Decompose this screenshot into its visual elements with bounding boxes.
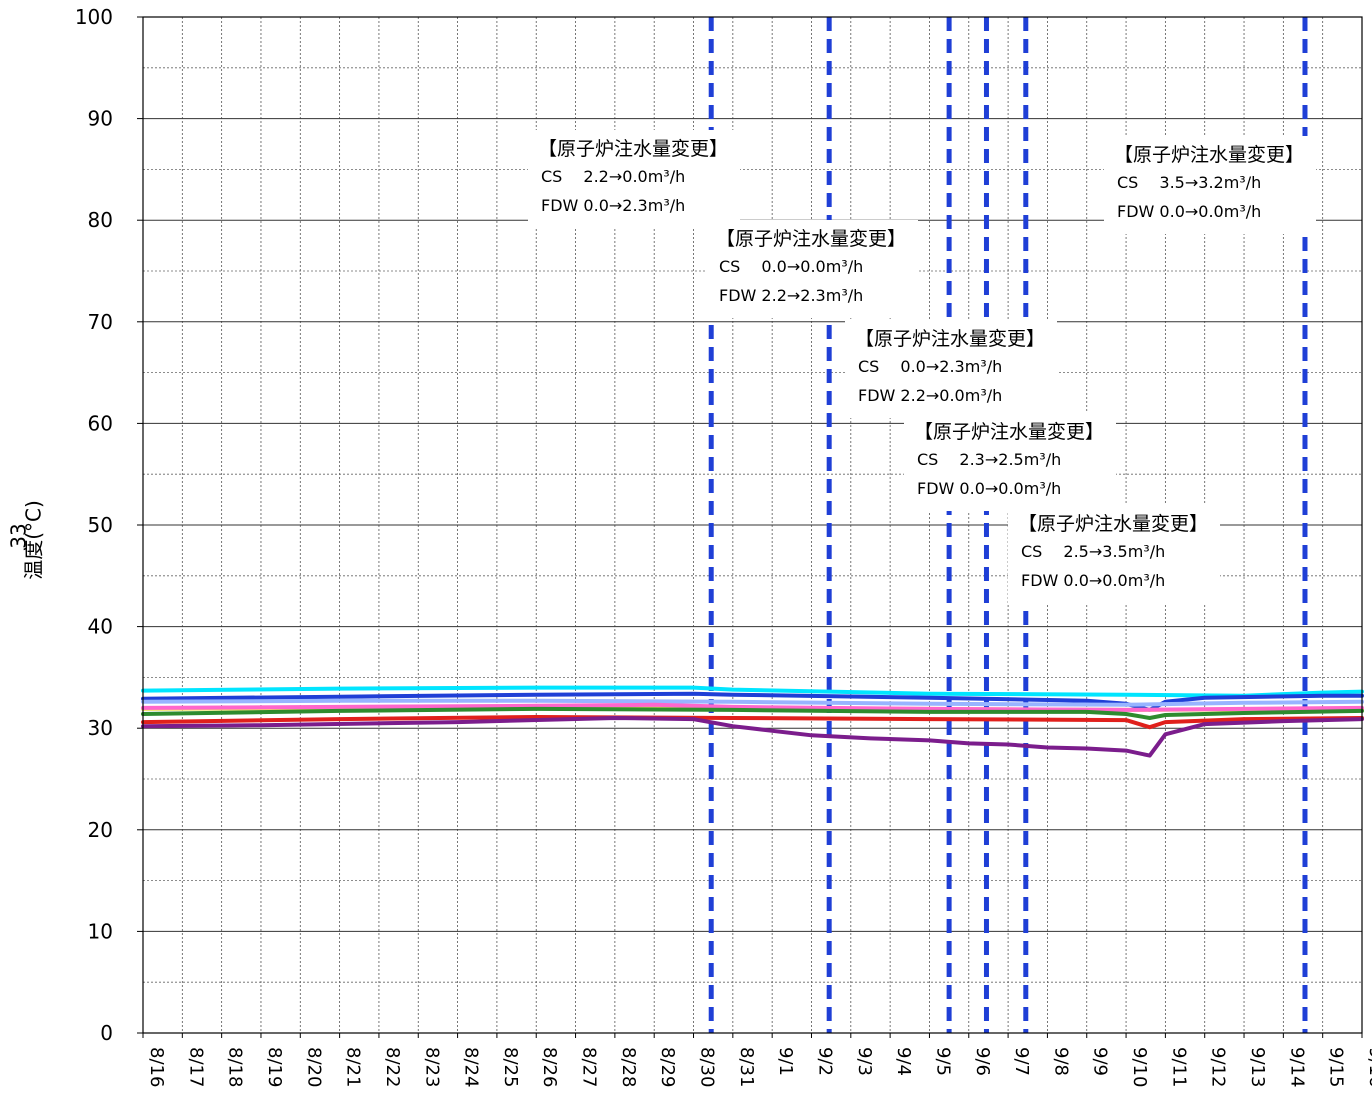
series-line [141, 691, 1364, 712]
annotation-title: 【原子炉注水量変更】 [1114, 144, 1305, 166]
x-tick-label: 9/12 [1208, 1047, 1229, 1087]
x-tick-label: 8/22 [382, 1047, 403, 1087]
annotation-box: 【原子炉注水量変更】 CS 2.5→3.5m³/h FDW 0.0→0.0m³/… [1008, 505, 1221, 603]
annotation-fdw: FDW 2.2→2.3m³/h [719, 286, 864, 305]
series-lines [141, 685, 1364, 758]
x-tick-label: 8/19 [264, 1047, 285, 1087]
x-tick-label: 8/17 [185, 1047, 206, 1087]
y-tick-label: 0 [100, 1021, 113, 1045]
x-tick-label: 8/29 [657, 1047, 678, 1087]
annotation-cs: CS 0.0→0.0m³/h [719, 257, 864, 276]
series-line [141, 706, 1364, 720]
annotation-box: 【原子炉注水量変更】 CS 3.5→3.2m³/h FDW 0.0→0.0m³/… [1104, 136, 1317, 234]
x-tick-label: 9/8 [1050, 1047, 1071, 1076]
series-line [141, 698, 1364, 707]
series-line [141, 715, 1364, 730]
annotation-cs: CS 2.3→2.5m³/h [917, 450, 1062, 469]
annotation-title: 【原子炉注水量変更】 [716, 228, 907, 250]
x-tick-label: 8/30 [697, 1047, 718, 1087]
annotation-box: 【原子炉注水量変更】 CS 0.0→2.3m³/h FDW 2.2→0.0m³/… [845, 320, 1058, 418]
x-tick-label: 9/1 [775, 1047, 796, 1076]
x-tick-label: 9/4 [893, 1047, 914, 1076]
y-tick-label: 20 [88, 818, 113, 842]
x-tick-label: 8/20 [303, 1047, 324, 1087]
y-tick-label: 30 [88, 716, 113, 740]
annotation-fdw: FDW 0.0→0.0m³/h [1117, 202, 1262, 221]
annotation-title: 【原子炉注水量変更】 [538, 138, 729, 160]
x-tick-label: 8/25 [500, 1047, 521, 1087]
x-tick-label: 9/13 [1247, 1047, 1268, 1087]
annotation-title: 【原子炉注水量変更】 [855, 328, 1046, 350]
annotation-fdw: FDW 0.0→0.0m³/h [1021, 571, 1166, 590]
x-tick-label: 8/26 [539, 1047, 560, 1087]
y-tick-label: 70 [88, 310, 113, 334]
x-tick-label: 9/7 [1011, 1047, 1032, 1076]
x-tick-label: 8/18 [225, 1047, 246, 1087]
x-tick-label: 9/16 [1365, 1047, 1372, 1087]
x-tick-label: 9/2 [814, 1047, 835, 1076]
series-line [141, 685, 1364, 698]
annotation-box: 【原子炉注水量変更】 CS 2.3→2.5m³/h FDW 0.0→0.0m³/… [904, 413, 1117, 511]
y-tick-label: 80 [88, 208, 113, 232]
y-tick-label: 60 [88, 411, 113, 435]
annotation-cs: CS 2.2→0.0m³/h [541, 167, 686, 186]
x-tick-label: 8/28 [618, 1047, 639, 1087]
x-tick-label: 9/14 [1286, 1047, 1307, 1087]
y-tick-label: 50 [88, 513, 113, 537]
annotation-box: 【原子炉注水量変更】 CS 0.0→0.0m³/h FDW 2.2→2.3m³/… [706, 220, 919, 318]
annotation-cs: CS 0.0→2.3m³/h [858, 357, 1003, 376]
x-tick-label: 8/23 [421, 1047, 442, 1087]
x-tick-label: 8/31 [736, 1047, 757, 1087]
y-tick-label: 40 [88, 615, 113, 639]
y-tick-label: 10 [88, 919, 113, 943]
x-tick-label: 8/27 [579, 1047, 600, 1087]
annotation-fdw: FDW 0.0→2.3m³/h [541, 196, 686, 215]
x-tick-label: 9/9 [1090, 1047, 1111, 1076]
annotation-fdw: FDW 2.2→0.0m³/h [858, 386, 1003, 405]
y-tick-label: 90 [88, 107, 113, 131]
x-tick-label: 9/15 [1326, 1047, 1347, 1087]
x-tick-label: 8/16 [146, 1047, 167, 1087]
x-tick-label: 9/11 [1168, 1047, 1189, 1087]
y-tick-label: 100 [75, 5, 113, 29]
annotation-box: 【原子炉注水量変更】 CS 2.2→0.0m³/h FDW 0.0→2.3m³/… [528, 130, 741, 228]
y-axis-label-number: 33 [6, 523, 31, 549]
x-tick-label: 9/3 [854, 1047, 875, 1076]
series-line [141, 702, 1364, 712]
x-tick-label: 9/5 [932, 1047, 953, 1076]
x-tick-label: 8/21 [343, 1047, 364, 1087]
annotation-cs: CS 2.5→3.5m³/h [1021, 542, 1166, 561]
annotation-title: 【原子炉注水量変更】 [914, 421, 1105, 443]
annotation-cs: CS 3.5→3.2m³/h [1117, 173, 1262, 192]
series-line [141, 716, 1364, 758]
x-tick-label: 9/10 [1129, 1047, 1150, 1087]
annotation-fdw: FDW 0.0→0.0m³/h [917, 479, 1062, 498]
annotation-title: 【原子炉注水量変更】 [1018, 513, 1209, 535]
x-tick-label: 8/24 [461, 1047, 482, 1087]
axes: 0 10 20 30 40 50 60 70 80 90 100 8/16 8/17 8/18 8/19 8/… [75, 5, 1372, 1087]
x-tick-label: 9/6 [972, 1047, 993, 1076]
